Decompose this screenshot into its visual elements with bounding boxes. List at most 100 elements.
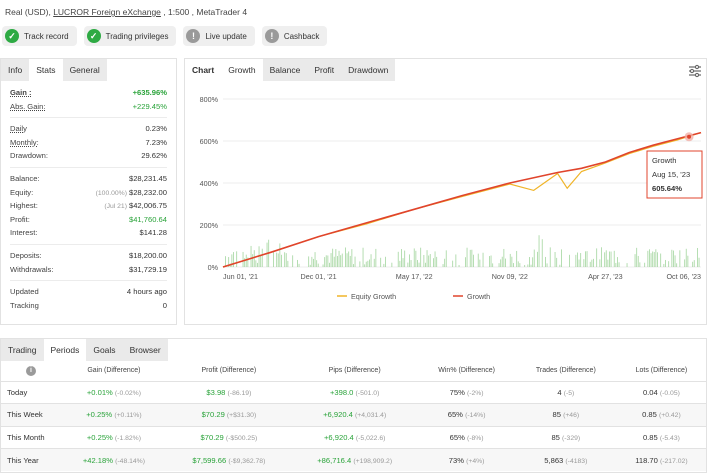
broker-link[interactable]: LUCROR Foreign eXchange (53, 7, 161, 17)
volume-bar (333, 256, 335, 267)
volume-bar (676, 263, 678, 267)
period-label: This Week (1, 403, 61, 426)
volume-bar (533, 249, 535, 267)
volume-bar (685, 248, 687, 267)
volume-bar (281, 254, 282, 267)
volume-bar (671, 249, 673, 267)
account-leverage-platform: , 1:500 , MetaTrader 4 (160, 7, 248, 17)
trading-privileges-badge[interactable]: ✓ Trading privileges (83, 26, 177, 46)
volume-bar (413, 248, 415, 267)
stat-monthly: Monthly: 7.23% (10, 137, 167, 147)
live-update-badge[interactable]: ! Live update (183, 26, 255, 46)
volume-bar (247, 257, 249, 267)
tab-balance[interactable]: Balance (262, 59, 308, 81)
volume-bar (575, 254, 577, 267)
tab-profit[interactable]: Profit (307, 59, 342, 81)
cashback-badge[interactable]: ! Cashback (261, 26, 328, 46)
volume-bar (513, 263, 514, 267)
lots-diff: (-217.02) (660, 457, 688, 465)
volume-bar (578, 259, 580, 267)
tab-trading[interactable]: Trading (1, 339, 44, 361)
volume-bar (338, 250, 340, 267)
win-diff: (-2%) (466, 389, 484, 397)
volume-bar (349, 255, 351, 267)
volume-bar (569, 254, 570, 267)
volume-bar (479, 259, 481, 267)
lots-value: 0.04 (642, 387, 658, 397)
volume-bar (255, 260, 257, 267)
volume-bar (351, 249, 353, 267)
volume-bar (593, 258, 594, 267)
track-record-badge[interactable]: ✓ Track record (2, 26, 77, 46)
trades-value: 85 (552, 410, 561, 420)
stat-drawdown: Drawdown: 29.62% (10, 151, 167, 161)
x-tick-label: May 17, '22 (396, 272, 433, 281)
volume-bar (613, 250, 615, 267)
volume-bar (545, 256, 546, 267)
volume-bar (490, 255, 492, 267)
volume-bar (337, 256, 338, 267)
win-value: 75% (449, 387, 465, 397)
account-type: Real (USD), (5, 7, 54, 17)
pips-diff: (-501.0) (355, 389, 380, 397)
volume-bar (503, 248, 505, 267)
volume-bar (530, 264, 532, 267)
tab-stats[interactable]: Stats (29, 59, 63, 81)
volume-bar (252, 254, 254, 267)
growth-line (222, 131, 702, 268)
stat-interest: Interest: $141.28 (10, 228, 167, 238)
info-icon[interactable]: i (26, 365, 36, 376)
volume-bar (250, 245, 252, 267)
volume-bar (375, 248, 377, 267)
volume-bar (663, 263, 665, 267)
volume-bar (516, 250, 518, 267)
volume-bar (429, 254, 431, 267)
tab-general[interactable]: General (62, 59, 107, 81)
volume-bar (693, 260, 695, 267)
volume-bar (541, 239, 543, 267)
badge-label: Trading privileges (105, 31, 169, 41)
profit-value: $70.29 (200, 432, 224, 442)
volume-bar (519, 263, 521, 267)
tab-growth[interactable]: Growth (221, 59, 263, 81)
lots-diff: (-0.05) (659, 389, 680, 397)
volume-bar (580, 253, 582, 267)
volume-bar (505, 258, 506, 267)
volume-bar (615, 262, 617, 267)
volume-bar (509, 253, 511, 267)
volume-bar (317, 263, 319, 267)
volume-bar (583, 259, 585, 267)
pips-diff: (+198,909.2) (353, 457, 393, 465)
volume-bar (287, 260, 289, 267)
volume-bar (644, 262, 646, 267)
volume-bar (617, 257, 618, 267)
tab-periods[interactable]: Periods (43, 339, 87, 361)
volume-bar (332, 248, 334, 267)
volume-bar (591, 259, 593, 267)
volume-bar (228, 257, 230, 267)
volume-bar (404, 250, 406, 267)
volume-bar (469, 249, 471, 267)
stat-abs-gain: Abs. Gain: +229.45% (10, 101, 167, 111)
check-icon: ✓ (5, 29, 19, 43)
volume-bar (605, 250, 607, 267)
volume-bar (537, 251, 538, 267)
table-row: Today +0.01% (-0.02%) $3.98 (-86.19) +398.0… (1, 380, 706, 404)
tab-browser[interactable]: Browser (122, 339, 168, 361)
tab-drawdown[interactable]: Drawdown (341, 59, 396, 81)
volume-bar (554, 251, 556, 267)
volume-bar (402, 258, 404, 267)
tab-info[interactable]: Info (1, 59, 30, 81)
volume-bar (325, 255, 327, 267)
tab-goals[interactable]: Goals (86, 339, 123, 361)
volume-bar (365, 261, 367, 267)
volume-bar (353, 264, 354, 267)
trades-value: 4 (557, 387, 562, 397)
volume-bar (679, 250, 681, 267)
volume-bar (473, 254, 474, 267)
volume-bar (444, 258, 446, 267)
volume-bar (383, 263, 385, 267)
chart-settings-icon[interactable] (688, 64, 702, 78)
profit-value: $7,599.66 (192, 455, 227, 465)
stats-panel: Info Stats General Gain : +635.96% Abs. G… (0, 58, 177, 325)
